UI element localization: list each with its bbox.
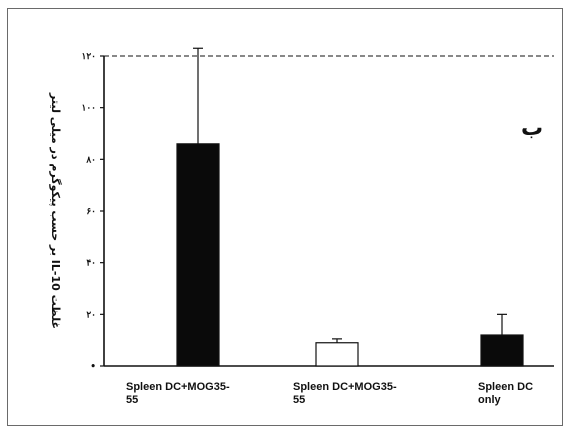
category-label-line: only: [478, 394, 501, 406]
y-tick-label: ۴۰: [86, 259, 96, 269]
bar: [315, 342, 359, 367]
category-label-line: Spleen DC: [478, 381, 533, 393]
y-tick-label: ۲۰: [86, 310, 96, 320]
panel-label: ب: [521, 116, 543, 141]
category-label-line: 55: [126, 394, 138, 406]
bar-series: [176, 47, 524, 367]
chart-axes: [103, 55, 554, 367]
category-label: Spleen DC+MOG35-55: [126, 381, 230, 406]
category-label-line: Spleen DC+MOG35-: [293, 381, 397, 393]
category-label-line: 55: [293, 394, 305, 406]
bar: [480, 334, 524, 367]
y-tick-label: ۱۲۰: [81, 52, 96, 62]
y-tick-label: •: [90, 362, 96, 372]
category-label: Spleen DC+MOG35-55: [293, 381, 397, 406]
figure-frame: • ۲۰ ۴۰ ۶۰ ۸۰ ۱۰۰ ۱۲۰ Spleen DC+MOG35-55 Spleen…: [7, 8, 563, 426]
bar: [176, 143, 220, 367]
y-tick-label: ۶۰: [86, 207, 96, 217]
y-axis-label: غلظت IL-10 بر حسب پیکوگرم در میلی لیتر: [49, 92, 62, 329]
y-tick-label: ۱۰۰: [81, 104, 96, 114]
y-ticks: • ۲۰ ۴۰ ۶۰ ۸۰ ۱۰۰ ۱۲۰: [81, 52, 104, 372]
category-label: Spleen DC only: [478, 381, 533, 406]
y-tick-label: ۸۰: [85, 155, 96, 165]
category-label-line: Spleen DC+MOG35-: [126, 381, 230, 393]
